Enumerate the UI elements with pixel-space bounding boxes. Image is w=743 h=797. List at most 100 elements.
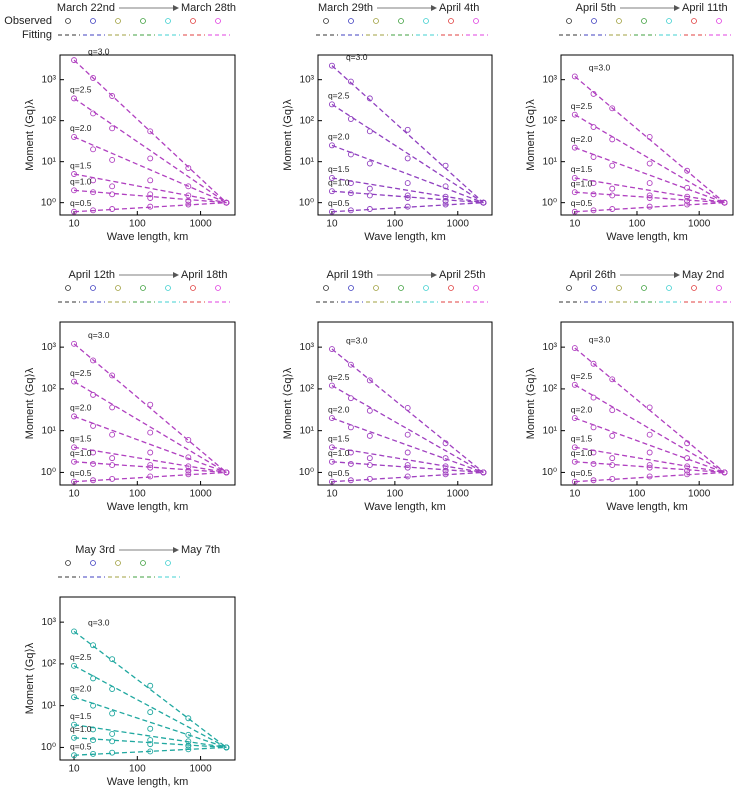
observed-point	[442, 467, 449, 474]
observed-point	[147, 709, 154, 716]
observed-point	[109, 475, 116, 482]
observed-point	[90, 146, 97, 153]
observed-point	[646, 203, 653, 210]
observed-point	[90, 702, 97, 709]
observed-point	[609, 185, 616, 192]
y-tick-label: 10²	[543, 115, 558, 126]
observed-point	[109, 372, 116, 379]
date-end: April 4th	[439, 2, 479, 14]
y-axis-label: Moment ⟨Gq⟩λ	[24, 367, 36, 439]
fit-line	[73, 173, 227, 204]
x-axis-label: Wave length, km	[107, 231, 189, 243]
plot-frame	[317, 54, 493, 216]
fit-line	[331, 417, 484, 474]
observed-point	[90, 207, 97, 214]
observed-point	[71, 57, 77, 64]
observed-point	[571, 111, 578, 118]
legend-observed	[115, 285, 121, 291]
y-axis-label: Moment ⟨Gq⟩λ	[24, 642, 36, 714]
observed-point	[347, 180, 354, 187]
observed-point	[71, 694, 77, 701]
q-label: q=2.0	[328, 404, 350, 414]
legend-observed	[473, 18, 479, 24]
q-label: q=1.0	[571, 448, 593, 458]
observed-point	[571, 175, 578, 181]
date-start: April 19th	[327, 269, 373, 281]
observed-point	[347, 460, 354, 467]
observed-point	[90, 449, 97, 456]
observed-point	[646, 473, 653, 480]
observed-point	[147, 741, 154, 748]
y-tick-label: 10⁰	[41, 467, 56, 478]
observed-point	[185, 436, 192, 443]
fit-line	[574, 191, 725, 204]
observed-point	[90, 110, 97, 117]
legend-label: Observed	[4, 15, 52, 27]
legend-observed	[215, 285, 221, 291]
observed-point	[684, 201, 691, 208]
observed-point	[109, 431, 116, 438]
legend-observed	[616, 285, 622, 291]
observed-point	[404, 192, 411, 199]
plot-frame	[560, 321, 734, 486]
observed-point	[590, 360, 597, 367]
fit-line	[331, 471, 484, 483]
observed-point	[147, 203, 154, 210]
q-label: q=2.5	[328, 91, 350, 101]
observed-point	[347, 116, 354, 122]
observed-point	[71, 721, 77, 728]
observed-point	[442, 440, 449, 447]
date-end: April 18th	[181, 269, 227, 281]
y-tick-label: 10⁰	[41, 742, 56, 753]
legend-label: Fitting	[22, 29, 52, 41]
q-label: q=0.5	[70, 468, 92, 478]
legend-observed	[398, 285, 404, 291]
observed-point	[347, 424, 354, 431]
date-start: March 22nd	[57, 2, 115, 14]
plot-frame	[59, 54, 236, 216]
y-tick-label: 10³	[300, 74, 315, 85]
observed-point	[646, 180, 653, 187]
x-tick-label: 100	[387, 219, 404, 230]
date-start: April 12th	[69, 269, 115, 281]
fit-line	[331, 65, 484, 204]
fit-line	[574, 461, 725, 474]
fit-line	[73, 630, 227, 748]
x-tick-label: 1000	[688, 219, 711, 230]
observed-point	[223, 469, 230, 476]
x-tick-label: 1000	[189, 764, 212, 775]
observed-point	[609, 192, 616, 199]
x-tick-label: 100	[629, 489, 646, 500]
observed-point	[185, 201, 192, 208]
observed-point	[71, 378, 77, 385]
y-tick-label: 10³	[543, 74, 558, 85]
y-tick-label: 10¹	[300, 425, 315, 436]
arrow-head	[674, 272, 680, 278]
observed-point	[609, 475, 616, 482]
legend-observed	[716, 285, 722, 291]
fit-line	[73, 202, 227, 213]
legend-observed	[448, 18, 454, 24]
observed-point	[571, 415, 578, 422]
plot-frame	[59, 596, 236, 761]
x-axis-label: Wave length, km	[364, 231, 446, 243]
observed-point	[71, 340, 77, 347]
observed-point	[147, 473, 154, 480]
legend-observed	[591, 285, 597, 291]
legend-observed	[423, 285, 429, 291]
observed-point	[480, 199, 487, 206]
observed-point	[71, 413, 77, 420]
observed-point	[366, 462, 373, 469]
observed-point	[366, 475, 373, 482]
y-tick-label: 10⁰	[542, 467, 557, 478]
observed-point	[684, 471, 691, 478]
legend-observed	[190, 285, 196, 291]
x-tick-label: 100	[129, 219, 146, 230]
observed-point	[366, 95, 373, 102]
x-axis-label: Wave length, km	[606, 501, 688, 513]
observed-point	[147, 748, 154, 755]
observed-point	[404, 473, 411, 480]
fit-line	[574, 114, 725, 204]
observed-point	[609, 455, 616, 462]
observed-point	[684, 167, 691, 174]
